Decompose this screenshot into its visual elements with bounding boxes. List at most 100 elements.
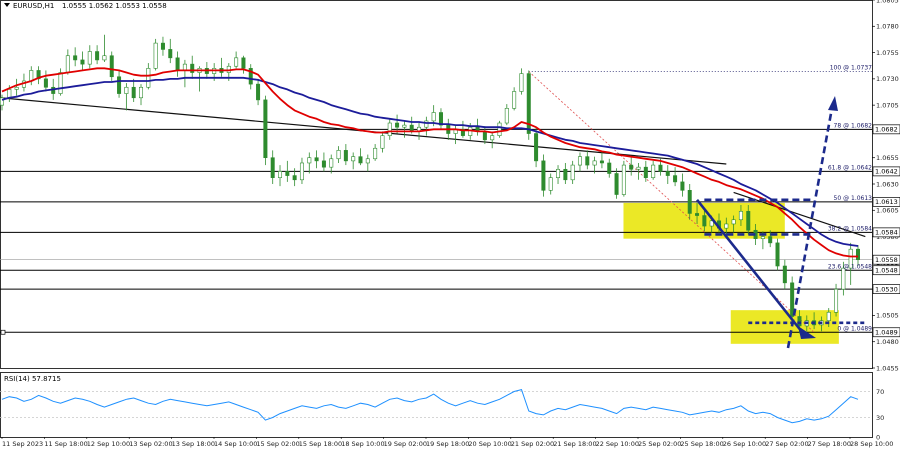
candle-body [0,97,5,106]
candle-body [314,157,319,162]
arrow-head [828,96,838,111]
candle-body [307,157,312,164]
candle-body [629,164,634,170]
fibo-level-label: 61.8 @ 1.0642 [828,165,872,172]
candle-body [387,122,392,136]
rsi-panel-frame [0,372,873,438]
candle-body [153,42,158,69]
candle-body [570,164,575,181]
candle-body [519,73,524,92]
descending-trendline-upper [733,191,866,238]
time-tick-label: 15 Sep 18:00 [299,440,342,448]
candle-body [395,122,400,128]
candle-body [512,91,517,109]
price-level-label: 1.0548 [875,267,898,275]
price-level-box [872,197,900,207]
price-level-label: 1.0613 [875,198,898,206]
candle-body [585,156,590,166]
price-level-label: 1.0682 [875,126,898,134]
fibo-level-label: 0 @ 1.0489 [837,325,872,332]
rsi-tick-label: 30 [876,414,884,422]
candle-body [709,220,714,227]
price-tick-label: 1.0755 [876,49,899,57]
candle-body [673,175,678,183]
time-tick-label: 14 Sep 10:00 [214,440,257,448]
candle-body [504,107,509,124]
candle-body [36,70,41,80]
price-level-box [872,265,900,276]
time-tick-label: 11 Sep 2023 [2,440,43,448]
candle-body [431,112,436,122]
fibo-level-label: 100 @ 1.0737 [830,65,872,72]
candle-body [490,135,495,141]
time-tick-label: 19 Sep 18:00 [426,440,469,448]
candle-body [746,211,751,231]
candle-body [687,190,692,214]
grid-layer [0,0,873,438]
candle-body [541,160,546,191]
rsi-panel: 70 30 0 [0,388,884,441]
candle-body [248,68,253,85]
price-tick-label: 1.0780 [876,23,899,31]
rsi-tick-label: 0 [876,433,880,441]
slow-moving-average-line [1,76,859,247]
price-tick-label: 1.0630 [876,180,899,188]
candle-body [175,57,180,71]
candle-body [168,49,173,59]
time-tick-label: 11 Sep 18:00 [44,440,87,448]
fibo-level-label: 38.2 @ 1.0584 [828,226,872,233]
symbol-label: EURUSD,H1 [13,2,54,10]
fibo-level-label: 50 @ 1.0613 [834,195,873,202]
candle-body [299,162,304,181]
candle-body [117,76,122,94]
candle-body [409,124,414,132]
candle-body [841,267,846,290]
price-tick-label: 1.0605 [876,207,899,215]
bearish-arrow-line [696,198,804,333]
candle-body [358,156,363,164]
time-tick-label: 13 Sep 18:00 [172,440,215,448]
candle-body [614,173,619,195]
chart-header: EURUSD,H1 1.0555 1.0562 1.0553 1.0558 [4,2,167,10]
candle-body [768,236,773,244]
candle-body [651,164,656,178]
time-tick-label: 19 Sep 02:00 [384,440,427,448]
price-tick-label: 1.0455 [876,364,899,372]
time-tick-label: 25 Sep 18:00 [680,440,723,448]
price-tick-label: 1.0730 [876,75,899,83]
candle-body [343,150,348,162]
candle-body [263,99,268,159]
candle-body [321,160,326,168]
dropdown-triangle-icon[interactable] [4,3,10,7]
time-tick-label: 26 Sep 10:00 [723,440,766,448]
candle-body [234,57,239,67]
fibo-swing-line [528,71,815,333]
candle-body [636,166,641,170]
candle-body [855,248,860,261]
time-tick-label: 18 Sep 10:00 [341,440,384,448]
price-level-box [872,227,900,238]
candle-body [577,156,582,166]
candle-body [548,177,553,191]
candle-body [826,311,831,321]
candle-body [160,42,165,50]
candle-body [29,70,34,82]
candle-body [402,124,407,128]
candle-body [621,164,626,195]
time-tick-label: 20 Sep 10:00 [468,440,511,448]
price-tick-label: 1.0480 [876,338,899,346]
candle-body [848,248,853,269]
bullish-arrow-line [786,107,834,349]
candle-body [124,86,129,94]
candle-body [43,78,48,88]
candle-body [278,171,283,178]
time-tick-label: 28 Sep 10:00 [850,440,893,448]
ohlc-label: 1.0555 1.0562 1.0553 1.0558 [62,2,167,10]
candle-body [182,63,187,71]
time-axis: 11 Sep 2023 11 Sep 18:00 12 Sep 10:00 13 Se… [1,437,893,448]
candle-body [87,51,92,65]
candle-body [270,157,275,178]
price-level-label: 1.0530 [875,285,898,293]
price-level-box [872,284,900,294]
candle-body [782,265,787,284]
